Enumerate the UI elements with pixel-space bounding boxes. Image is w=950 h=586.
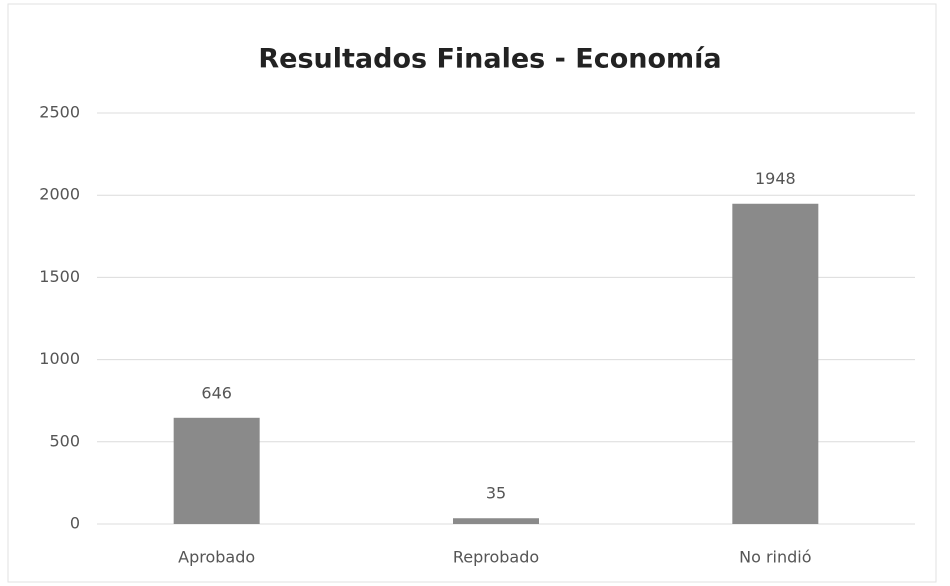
y-tick-label: 500 bbox=[49, 431, 80, 450]
x-tick-label: Aprobado bbox=[178, 548, 255, 567]
data-label: 646 bbox=[201, 383, 232, 402]
bar bbox=[453, 518, 539, 524]
bar bbox=[173, 417, 260, 524]
y-tick-label: 2000 bbox=[39, 185, 80, 204]
bar bbox=[732, 203, 819, 525]
data-label: 1948 bbox=[755, 169, 796, 188]
y-tick-label: 0 bbox=[70, 514, 80, 533]
y-tick-label: 1500 bbox=[39, 267, 80, 286]
y-tick-label: 1000 bbox=[39, 349, 80, 368]
chart-title: Resultados Finales - Economía bbox=[258, 44, 721, 75]
x-tick-label: No rindió bbox=[739, 548, 811, 567]
y-tick-label: 2500 bbox=[39, 103, 80, 122]
data-label: 35 bbox=[486, 484, 506, 503]
x-tick-label: Reprobado bbox=[453, 548, 539, 567]
